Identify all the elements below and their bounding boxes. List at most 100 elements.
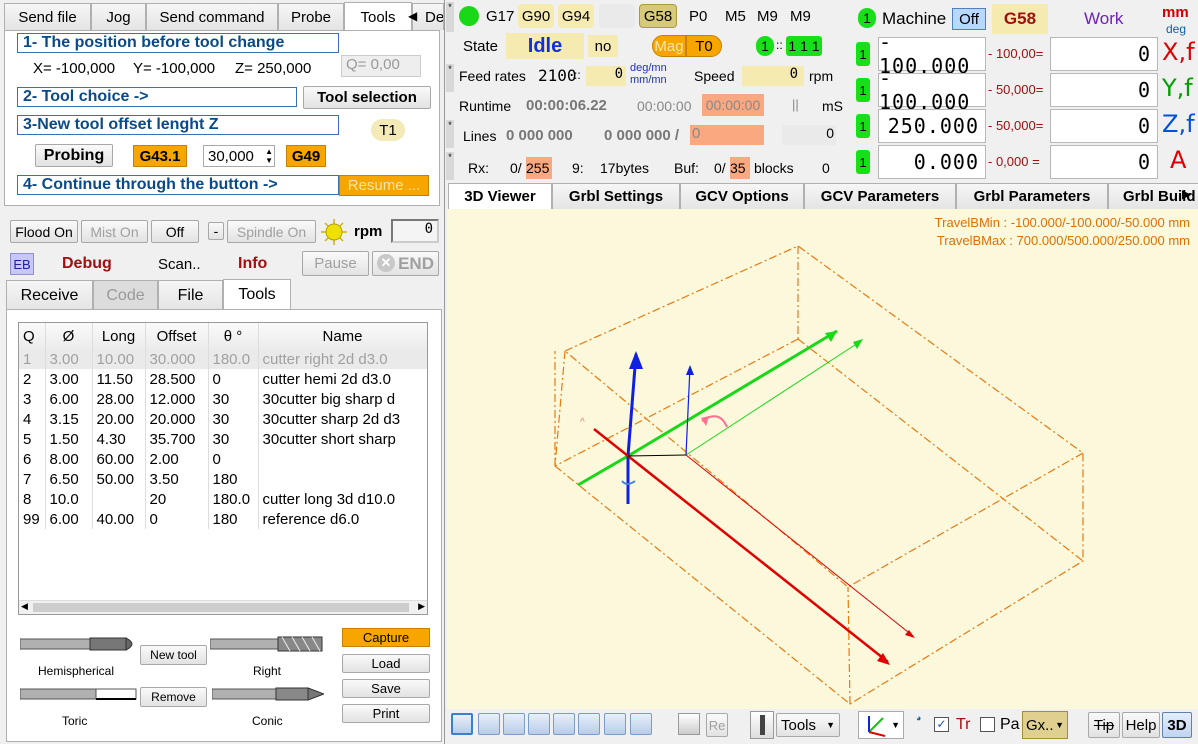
expand-icon-3[interactable]: * bbox=[446, 120, 454, 148]
scan-label[interactable]: Scan.. bbox=[158, 256, 201, 273]
table-row[interactable]: 2 3.00 11.50 28.500 0 cutter hemi 2d d3.0 bbox=[19, 369, 427, 389]
view-left-icon[interactable] bbox=[528, 713, 550, 735]
tool-selection-button[interactable]: Tool selection bbox=[303, 86, 431, 109]
col-header-q[interactable]: Q bbox=[19, 323, 46, 349]
axis-y-machine[interactable]: - 100.000 bbox=[878, 66, 986, 114]
tab-grbl-settings[interactable]: Grbl Settings bbox=[552, 183, 680, 209]
axis-y-work[interactable]: 0 bbox=[1050, 73, 1158, 107]
coolant-off-button[interactable]: Off bbox=[151, 220, 199, 243]
probing-button[interactable]: Probing bbox=[35, 144, 113, 167]
scroll-thumb[interactable] bbox=[33, 603, 409, 612]
col-header-name[interactable]: Name bbox=[258, 323, 427, 349]
table-row[interactable]: 7 6.50 50.00 3.50 180 bbox=[19, 469, 427, 489]
conic-tool-image[interactable] bbox=[211, 686, 326, 702]
eb-badge[interactable]: EB bbox=[10, 253, 34, 275]
view-back-icon[interactable] bbox=[503, 713, 525, 735]
remove-tool-button[interactable]: Remove bbox=[140, 687, 207, 707]
print-button[interactable]: Print bbox=[342, 704, 430, 723]
work-label[interactable]: Work bbox=[1084, 9, 1124, 28]
offset-value-input[interactable]: 30,000 ▲ ▼ bbox=[203, 145, 275, 167]
spindle-on-button[interactable]: Spindle On bbox=[227, 220, 316, 243]
tab-grbl-parameters[interactable]: Grbl Parameters bbox=[956, 183, 1108, 209]
tab-tools-lower[interactable]: Tools bbox=[223, 279, 291, 310]
resume-button[interactable]: Resume ... bbox=[339, 175, 429, 196]
expand-icon-2[interactable]: * bbox=[446, 64, 454, 92]
up-checkbox[interactable]: ✓ bbox=[934, 717, 949, 732]
col-header-long[interactable]: Long bbox=[92, 323, 146, 349]
pa-checkbox[interactable] bbox=[980, 717, 995, 732]
scroll-left-icon[interactable]: ◀ bbox=[21, 601, 28, 611]
table-row[interactable]: 8 10.0 20 180.0 cutter long 3d d10.0 bbox=[19, 489, 427, 509]
tab-3d-viewer[interactable]: 3D Viewer bbox=[448, 183, 552, 209]
end-button[interactable]: ✕ END bbox=[372, 251, 439, 276]
3d-toggle-button[interactable]: 3D bbox=[1162, 712, 1192, 738]
tab-debug[interactable]: Deb bbox=[412, 3, 444, 30]
right-tool-image[interactable] bbox=[209, 636, 324, 652]
table-row[interactable]: 4 3.15 20.00 20.000 30 30cutter sharp 2d d3 bbox=[19, 409, 427, 429]
info-label[interactable]: Info bbox=[238, 255, 268, 272]
g49-button[interactable]: G49 bbox=[286, 145, 326, 167]
axis-z-letter[interactable]: Z,f bbox=[1162, 110, 1195, 138]
toric-tool-image[interactable] bbox=[19, 686, 138, 702]
col-header-offset[interactable]: Offset bbox=[145, 323, 209, 349]
axis-z-machine[interactable]: 250.000 bbox=[878, 109, 986, 143]
capture-button[interactable]: Capture bbox=[342, 628, 430, 647]
flood-on-button[interactable]: Flood On bbox=[10, 220, 78, 243]
up-icon[interactable]: ◕ bbox=[916, 713, 922, 723]
save-button[interactable]: Save bbox=[342, 679, 430, 698]
tab-file[interactable]: File bbox=[158, 280, 223, 310]
axis-z-work[interactable]: 0 bbox=[1050, 109, 1158, 143]
g43-1-button[interactable]: G43.1 bbox=[133, 145, 187, 167]
view-bottom-icon[interactable] bbox=[604, 713, 626, 735]
tab-grbl-build[interactable]: Grbl Build bbox=[1108, 183, 1198, 209]
pause-button[interactable]: Pause bbox=[302, 251, 369, 276]
view-iso-icon[interactable] bbox=[451, 713, 473, 735]
spindle-minus-button[interactable]: - bbox=[208, 222, 224, 240]
help-button[interactable]: Help bbox=[1122, 712, 1160, 738]
tab-send-file[interactable]: Send file bbox=[4, 3, 91, 30]
mm-label[interactable]: mm bbox=[1162, 4, 1189, 21]
table-row[interactable]: 99 6.00 40.00 0 180 reference d6.0 bbox=[19, 509, 427, 529]
axis-gizmo-dropdown[interactable]: ▼ bbox=[858, 711, 904, 739]
tab-scroll-left-icon[interactable]: ◀ bbox=[408, 9, 418, 23]
tab-tools[interactable]: Tools bbox=[344, 2, 412, 31]
tab-jog[interactable]: Jog bbox=[91, 3, 146, 30]
printer-icon[interactable] bbox=[678, 713, 700, 735]
axis-a-machine[interactable]: 0.000 bbox=[878, 145, 986, 179]
debug-label[interactable]: Debug bbox=[62, 255, 112, 272]
tip-button[interactable]: Tip bbox=[1088, 712, 1120, 738]
table-row[interactable]: 5 1.50 4.30 35.700 30 30cutter short sharp bbox=[19, 429, 427, 449]
view-top-icon[interactable] bbox=[578, 713, 600, 735]
col-header-angle[interactable]: θ ° bbox=[208, 323, 259, 349]
scroll-right-icon[interactable]: ▶ bbox=[418, 601, 425, 611]
table-row[interactable]: 6 8.00 60.00 2.00 0 bbox=[19, 449, 427, 469]
hemispherical-tool-image[interactable] bbox=[19, 636, 138, 652]
viewer-tab-scroll-icon[interactable]: ▶ bbox=[1182, 187, 1192, 201]
re-button[interactable]: Re bbox=[706, 713, 728, 737]
tab-gcv-options[interactable]: GCV Options bbox=[680, 183, 804, 209]
tool-icon[interactable] bbox=[750, 711, 774, 739]
table-hscrollbar[interactable]: ◀ ▶ bbox=[19, 600, 427, 614]
3d-viewer[interactable]: TravelBMin : -100.000/-100.000/-50.000 m… bbox=[447, 209, 1198, 709]
machine-off-toggle[interactable]: Off bbox=[952, 8, 986, 30]
axis-x-letter[interactable]: X,f bbox=[1162, 38, 1195, 66]
axis-a-work[interactable]: 0 bbox=[1050, 145, 1158, 179]
machine-label[interactable]: Machine bbox=[882, 9, 947, 28]
view-front-icon[interactable] bbox=[478, 713, 500, 735]
tab-probe[interactable]: Probe bbox=[278, 3, 344, 30]
mist-on-button[interactable]: Mist On bbox=[81, 220, 148, 243]
view-persp-icon[interactable] bbox=[630, 713, 652, 735]
load-button[interactable]: Load bbox=[342, 654, 430, 673]
gx-dropdown[interactable]: Gx.. ▼ bbox=[1022, 711, 1068, 739]
view-right-icon[interactable] bbox=[553, 713, 575, 735]
expand-icon[interactable]: * bbox=[446, 2, 454, 32]
table-row[interactable]: 3 6.00 28.00 12.000 30 30cutter big sharp d bbox=[19, 389, 427, 409]
axis-y-letter[interactable]: Y,f bbox=[1162, 74, 1193, 102]
spinner-icon[interactable]: ▲ ▼ bbox=[265, 147, 273, 165]
tab-receive[interactable]: Receive bbox=[6, 280, 93, 310]
axis-x-work[interactable]: 0 bbox=[1050, 37, 1158, 71]
tab-gcv-parameters[interactable]: GCV Parameters bbox=[804, 183, 956, 209]
expand-icon-4[interactable]: * bbox=[446, 152, 454, 180]
tab-send-command[interactable]: Send command bbox=[146, 3, 278, 30]
table-row[interactable]: 1 3.00 10.00 30.000 180.0 cutter right 2d d3.… bbox=[19, 349, 427, 369]
